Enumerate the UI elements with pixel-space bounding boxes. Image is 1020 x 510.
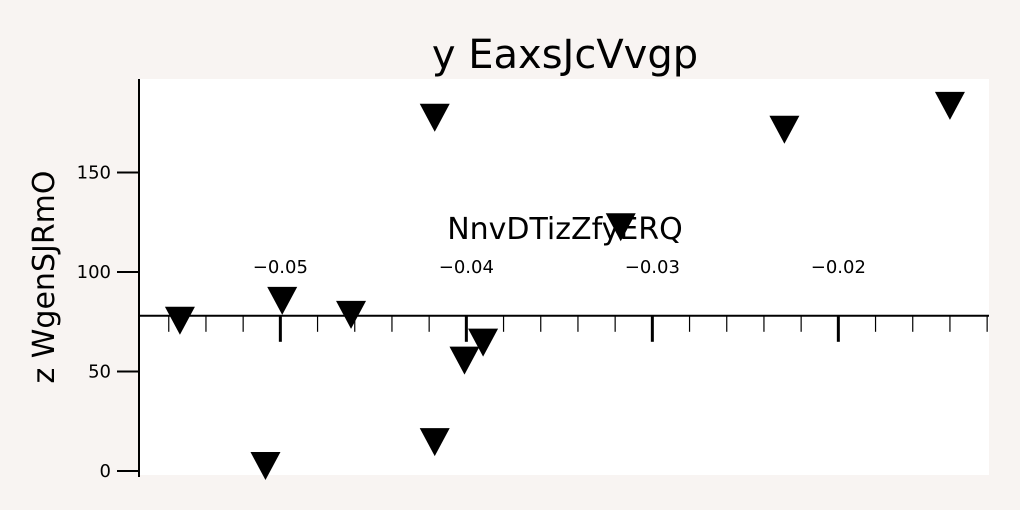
scatter-point (419, 103, 450, 132)
plot-area (139, 79, 989, 475)
y-tick-label: 50 (88, 362, 111, 383)
y-tick-label: 0 (100, 461, 111, 482)
x-tick-label: −0.05 (253, 257, 308, 278)
x-tick-label: −0.03 (625, 257, 680, 278)
scatter-point (934, 91, 965, 120)
y-tick-label: 100 (77, 262, 111, 283)
scatter-point (250, 452, 281, 481)
x-ticks: −0.05 −0.04 −0.03 −0.02 (168, 257, 988, 342)
scatter-point (419, 428, 450, 457)
scatter-point (769, 115, 800, 144)
data-points (164, 91, 965, 481)
chart-title: y EaxsJcVvgp (432, 32, 698, 78)
y-tick-label: 150 (77, 163, 111, 184)
x-tick-label: −0.04 (439, 257, 494, 278)
x-tick-label: −0.02 (811, 257, 866, 278)
scatter-point (449, 346, 480, 375)
scatter-point (468, 328, 499, 357)
scatter-point (605, 213, 636, 242)
scatter-point (267, 286, 298, 315)
scatter-point (164, 306, 195, 335)
y-ticks: 0 50 100 150 (77, 163, 139, 482)
scatter-point (336, 300, 367, 329)
y-axis-title: z WgenSJRmO (27, 170, 62, 383)
x-axis-title: NnvDTizZfyERQ (447, 212, 683, 247)
